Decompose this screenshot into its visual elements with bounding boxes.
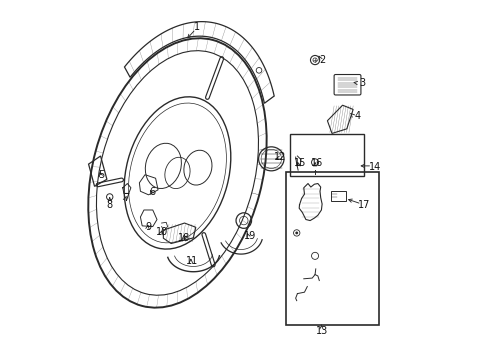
Text: 9: 9 — [145, 221, 151, 231]
Bar — [285, 172, 378, 325]
Text: 4: 4 — [354, 112, 360, 121]
Bar — [289, 134, 363, 176]
Text: 13: 13 — [315, 326, 327, 336]
Circle shape — [295, 231, 298, 234]
Bar — [330, 190, 345, 201]
Text: 19: 19 — [243, 231, 255, 242]
Text: 14: 14 — [368, 162, 380, 172]
Text: 11: 11 — [185, 256, 197, 266]
Text: 18: 18 — [178, 233, 190, 243]
Text: 5: 5 — [98, 170, 104, 180]
Text: 10: 10 — [155, 227, 167, 237]
Text: 16: 16 — [310, 158, 322, 168]
Text: 6: 6 — [149, 187, 156, 197]
Text: 2: 2 — [318, 55, 325, 65]
Text: 7: 7 — [123, 193, 129, 203]
Text: 12: 12 — [273, 152, 285, 162]
Text: 1: 1 — [193, 22, 200, 32]
Text: 8: 8 — [106, 201, 113, 210]
Text: 3: 3 — [359, 78, 365, 88]
Text: 15: 15 — [293, 158, 306, 168]
Text: 17: 17 — [357, 200, 369, 210]
